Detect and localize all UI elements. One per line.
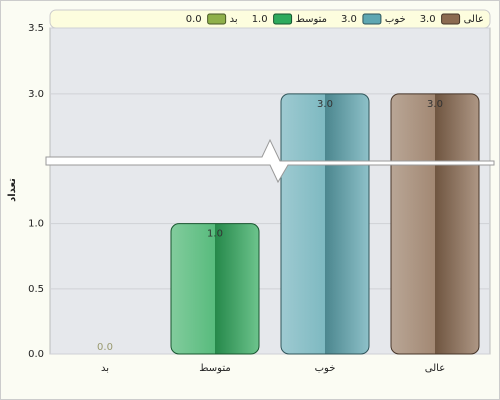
legend-swatch	[362, 13, 382, 25]
y-tick-label: 1.0	[28, 219, 44, 230]
data-label: 3.0	[317, 99, 333, 110]
bar	[280, 93, 370, 355]
legend-value: 3.0	[341, 14, 357, 25]
legend-value: 3.0	[420, 14, 436, 25]
legend-value: 1.0	[252, 14, 268, 25]
axis-break	[45, 138, 495, 184]
y-tick-label: 3.5	[28, 23, 44, 34]
legend-value: 0.0	[186, 14, 202, 25]
x-tick-label: خوب	[315, 363, 336, 374]
x-tick-label: متوسط	[199, 363, 230, 374]
data-label: 1.0	[207, 229, 223, 240]
data-label: 0.0	[97, 342, 113, 353]
x-tick-label: عالی	[425, 363, 445, 374]
legend-label: عالی	[464, 14, 484, 25]
x-tick-label: بد	[101, 363, 109, 374]
legend-label: متوسط	[296, 14, 327, 25]
legend-swatch	[273, 13, 293, 25]
y-tick-label: 3.0	[28, 89, 44, 100]
bar	[390, 93, 480, 355]
legend-label: بد	[230, 14, 238, 25]
data-label: 3.0	[427, 99, 443, 110]
y-tick-label: 0.5	[28, 284, 44, 295]
legend-label: خوب	[385, 14, 406, 25]
y-axis-title: تعداد	[7, 178, 18, 202]
y-tick-label: 0.0	[28, 349, 44, 360]
bar	[170, 223, 260, 355]
legend-swatch	[441, 13, 461, 25]
legend-swatch	[207, 13, 227, 25]
